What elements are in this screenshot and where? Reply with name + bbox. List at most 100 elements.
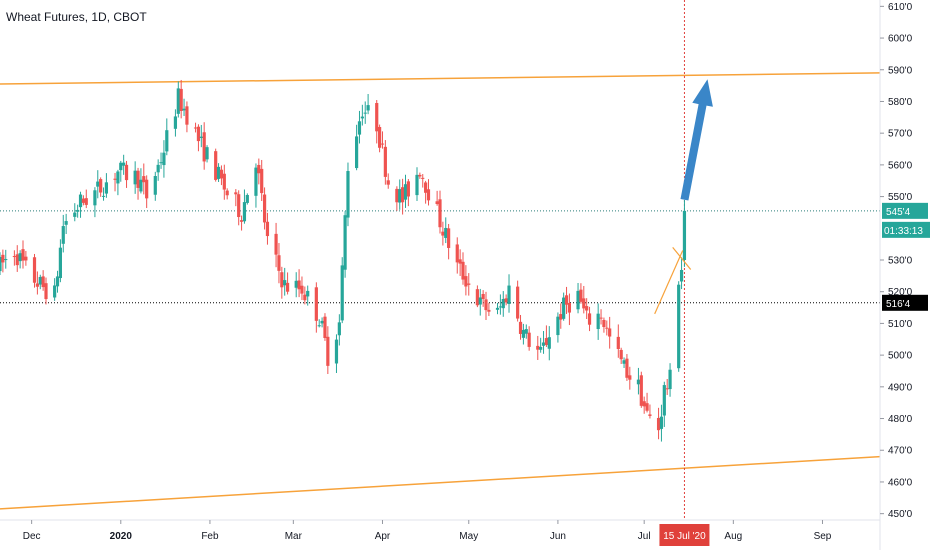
candle[interactable] (93, 187, 97, 218)
candle[interactable] (458, 249, 462, 276)
candle[interactable] (478, 288, 482, 316)
candle[interactable] (58, 239, 62, 283)
candle[interactable] (219, 165, 224, 186)
candle[interactable] (136, 167, 140, 200)
candle[interactable] (84, 189, 88, 209)
candle[interactable] (254, 163, 258, 208)
candle[interactable] (605, 320, 609, 336)
candle[interactable] (639, 371, 643, 408)
candle[interactable] (421, 174, 425, 188)
candle[interactable] (596, 303, 600, 340)
candle[interactable] (242, 189, 247, 224)
candle[interactable] (101, 187, 106, 201)
candle[interactable] (536, 335, 540, 360)
candle[interactable] (283, 267, 287, 296)
candle[interactable] (622, 357, 626, 368)
candle[interactable] (334, 334, 339, 373)
candle[interactable] (645, 392, 649, 413)
candle[interactable] (274, 222, 278, 268)
candle[interactable] (426, 179, 431, 206)
candle[interactable] (326, 326, 330, 375)
candle[interactable] (340, 257, 344, 324)
candle[interactable] (277, 243, 281, 284)
lower-trendline[interactable] (0, 455, 881, 510)
candle[interactable] (504, 294, 508, 306)
candle[interactable] (265, 212, 270, 245)
candle[interactable] (355, 124, 359, 171)
candle[interactable] (76, 204, 80, 218)
candle[interactable] (582, 285, 586, 314)
candle[interactable] (323, 313, 327, 341)
candle[interactable] (314, 282, 318, 333)
candle[interactable] (156, 159, 160, 181)
candle[interactable] (104, 173, 109, 198)
candle[interactable] (444, 217, 448, 244)
candle[interactable] (196, 124, 201, 152)
candle[interactable] (239, 215, 244, 231)
candle[interactable] (435, 190, 439, 206)
candle[interactable] (38, 274, 42, 290)
candle[interactable] (173, 109, 178, 137)
candle[interactable] (337, 314, 341, 346)
candle[interactable] (375, 100, 379, 144)
candle[interactable] (64, 213, 68, 235)
candle[interactable] (524, 324, 528, 339)
candle[interactable] (55, 270, 60, 293)
candle[interactable] (225, 188, 229, 200)
candle[interactable] (15, 245, 19, 272)
candle[interactable] (665, 378, 669, 395)
candle[interactable] (245, 193, 249, 205)
candle[interactable] (487, 302, 491, 317)
up-arrow[interactable] (680, 79, 713, 201)
candle[interactable] (162, 140, 166, 178)
candle[interactable] (237, 190, 241, 226)
candle[interactable] (518, 314, 523, 340)
candle[interactable] (380, 131, 385, 149)
candle[interactable] (659, 404, 664, 442)
candle[interactable] (441, 221, 445, 246)
candle[interactable] (303, 286, 307, 305)
candle[interactable] (562, 292, 566, 321)
candle[interactable] (21, 240, 25, 269)
candle[interactable] (363, 101, 367, 124)
pattern-line[interactable] (654, 250, 684, 315)
candle[interactable] (320, 317, 324, 328)
candle[interactable] (139, 168, 143, 194)
candle[interactable] (467, 273, 471, 296)
candle[interactable] (616, 324, 620, 358)
candle[interactable] (202, 122, 206, 170)
candle[interactable] (662, 381, 666, 427)
candle[interactable] (424, 180, 428, 204)
candle[interactable] (73, 203, 77, 222)
candle[interactable] (418, 172, 422, 179)
candle[interactable] (35, 271, 39, 295)
candle[interactable] (395, 186, 399, 211)
candle[interactable] (99, 177, 103, 197)
candle[interactable] (113, 172, 117, 192)
candle[interactable] (119, 160, 123, 182)
candle[interactable] (343, 211, 347, 278)
candle[interactable] (544, 325, 549, 347)
upper-trendline[interactable] (0, 72, 881, 85)
candle[interactable] (602, 317, 606, 333)
candle[interactable] (44, 277, 48, 305)
candle[interactable] (199, 124, 203, 148)
candle[interactable] (153, 171, 157, 201)
candle[interactable] (262, 187, 267, 230)
candle[interactable] (599, 309, 603, 325)
candle[interactable] (1, 249, 5, 273)
candle[interactable] (234, 189, 238, 207)
candle[interactable] (124, 160, 129, 188)
candle[interactable] (475, 285, 479, 308)
candle[interactable] (521, 323, 525, 345)
candle[interactable] (455, 237, 459, 274)
candle[interactable] (165, 118, 169, 156)
candle[interactable] (541, 331, 546, 354)
candle[interactable] (116, 169, 120, 196)
candle[interactable] (78, 191, 83, 218)
candle[interactable] (0, 252, 2, 276)
candle[interactable] (159, 152, 163, 169)
candle[interactable] (280, 266, 284, 299)
candle[interactable] (415, 167, 419, 201)
